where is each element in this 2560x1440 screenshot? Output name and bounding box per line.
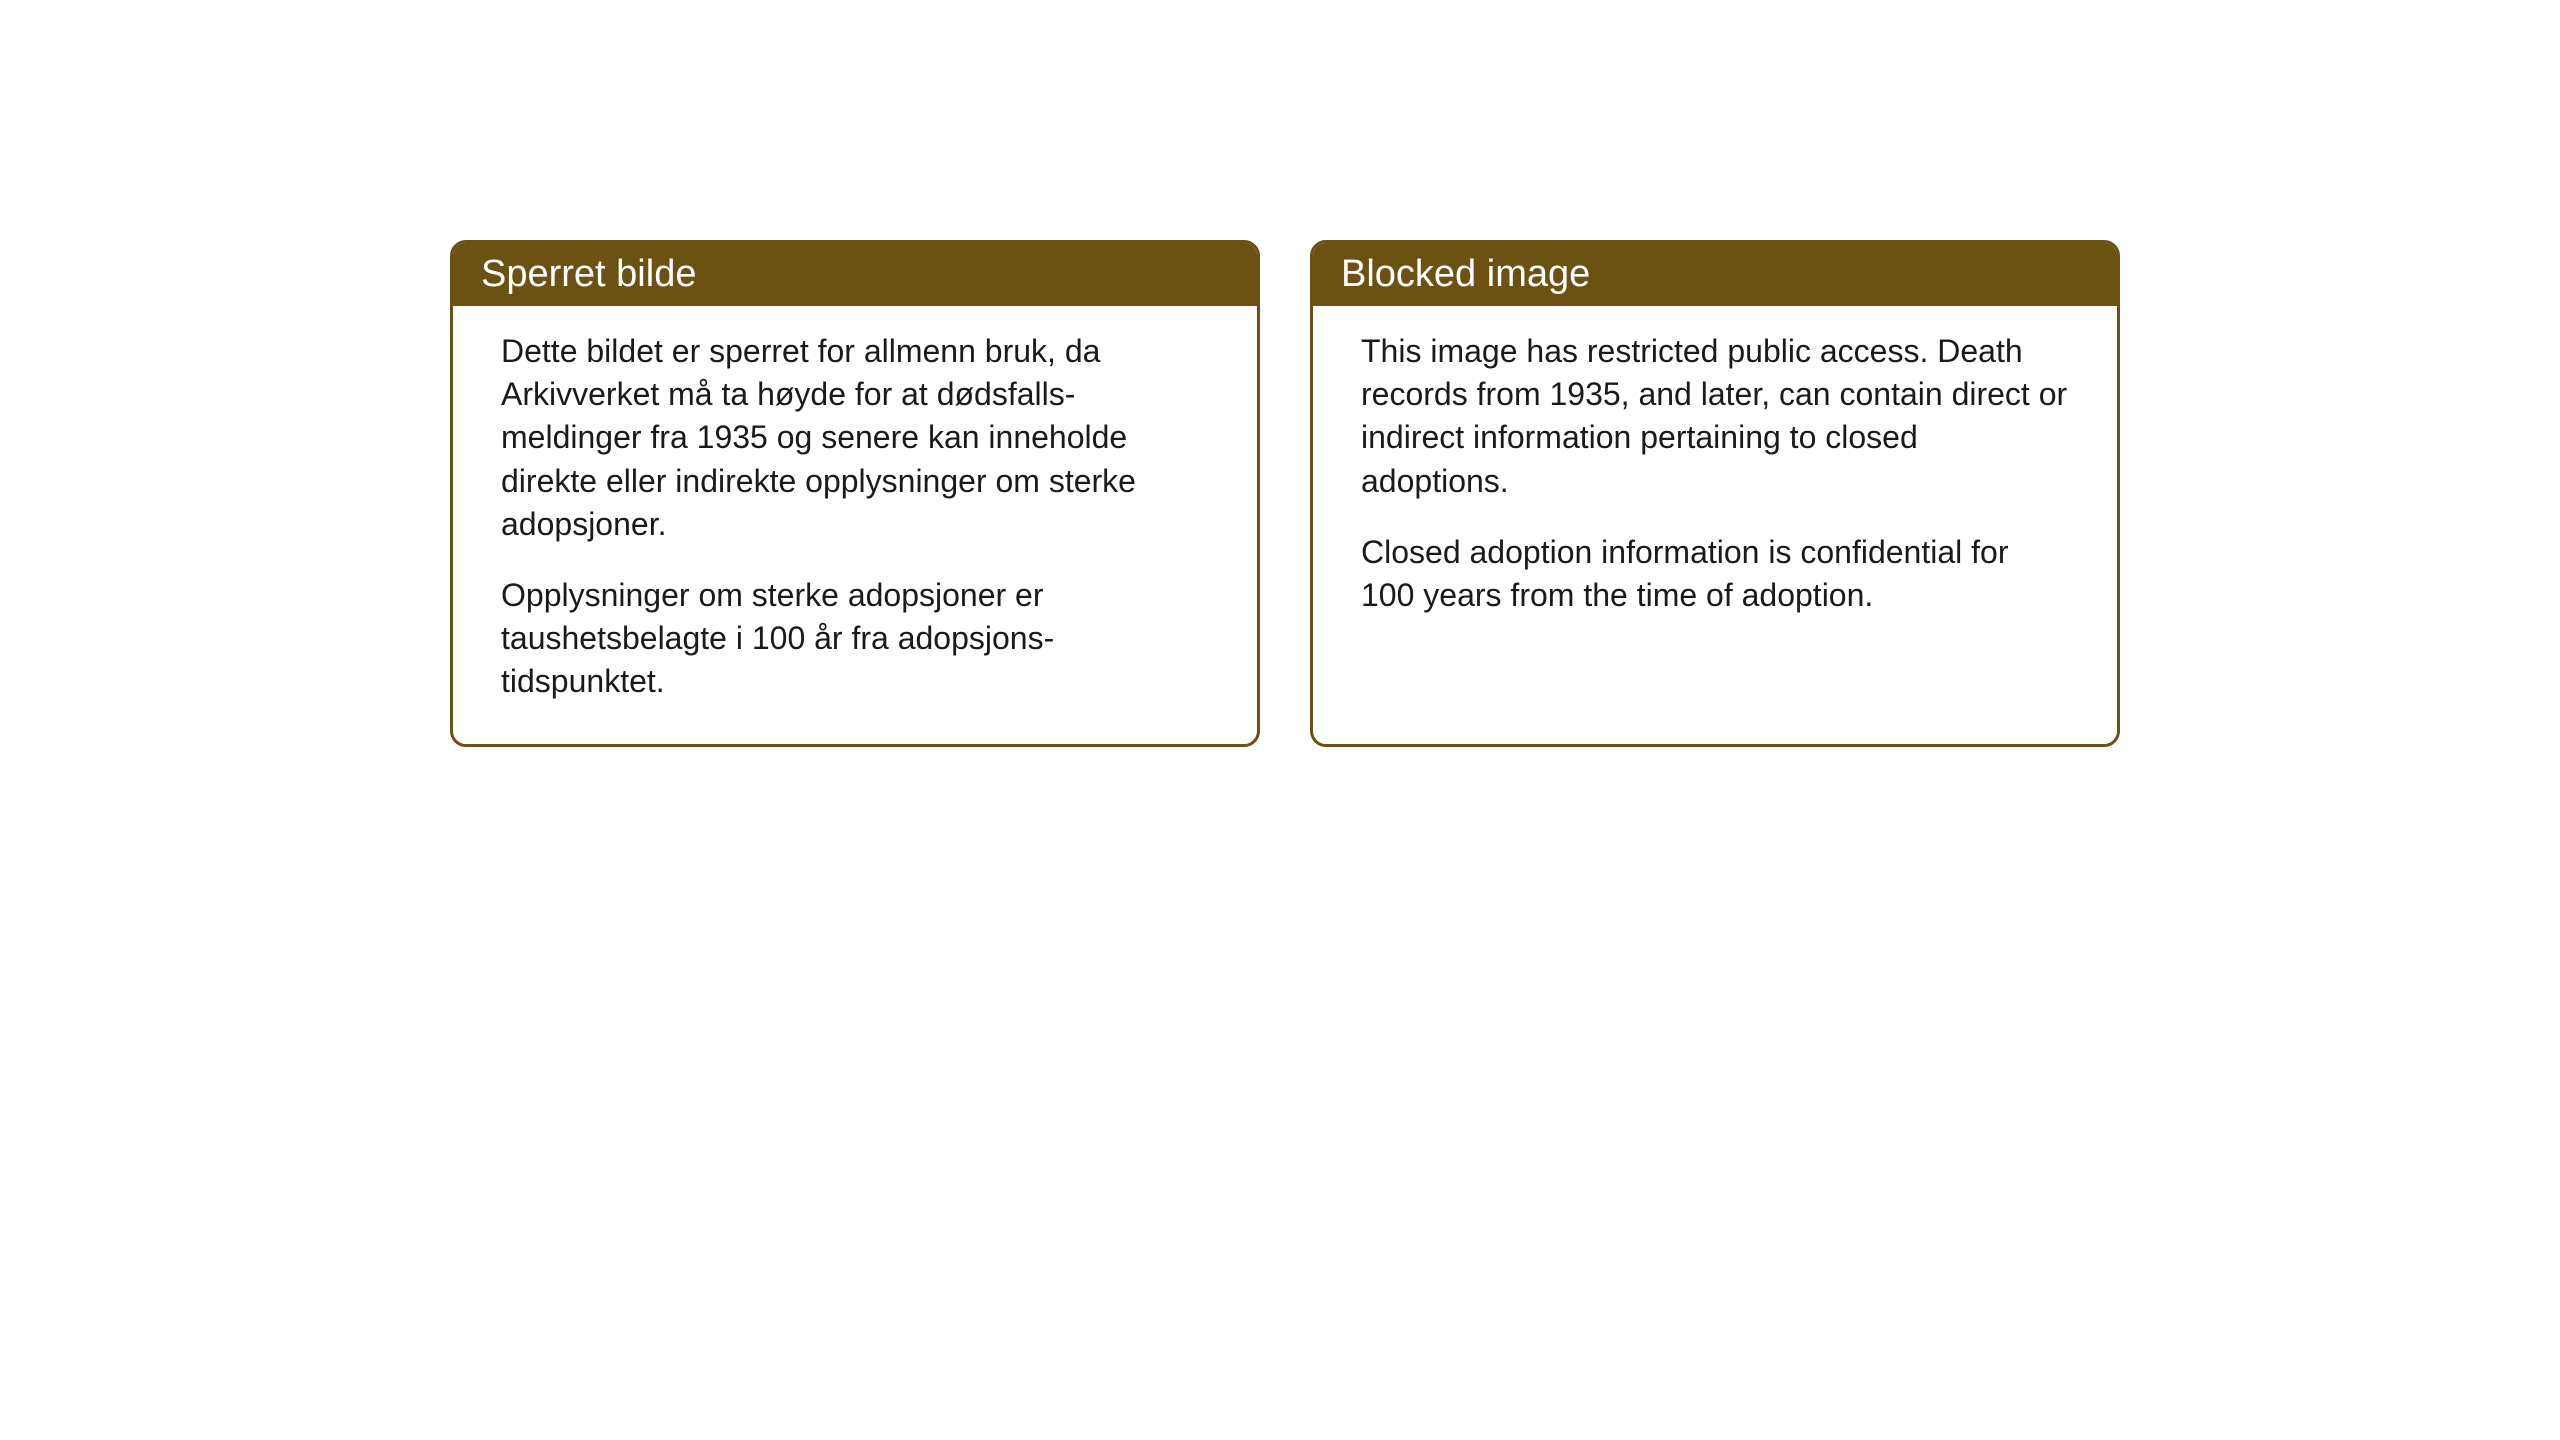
notice-cards-container: Sperret bilde Dette bildet er sperret fo… [450,240,2560,747]
card-header: Sperret bilde [453,243,1257,306]
card-paragraph: Dette bildet er sperret for allmenn bruk… [501,330,1209,546]
card-body: Dette bildet er sperret for allmenn bruk… [453,306,1257,744]
card-paragraph: Opplysninger om sterke adopsjoner er tau… [501,574,1209,704]
card-title: Sperret bilde [481,253,696,295]
card-header: Blocked image [1313,243,2117,306]
notice-card-norwegian: Sperret bilde Dette bildet er sperret fo… [450,240,1260,747]
card-paragraph: Closed adoption information is confident… [1361,531,2069,617]
notice-card-english: Blocked image This image has restricted … [1310,240,2120,747]
card-paragraph: This image has restricted public access.… [1361,330,2069,503]
card-title: Blocked image [1341,253,1590,295]
card-body: This image has restricted public access.… [1313,306,2117,657]
